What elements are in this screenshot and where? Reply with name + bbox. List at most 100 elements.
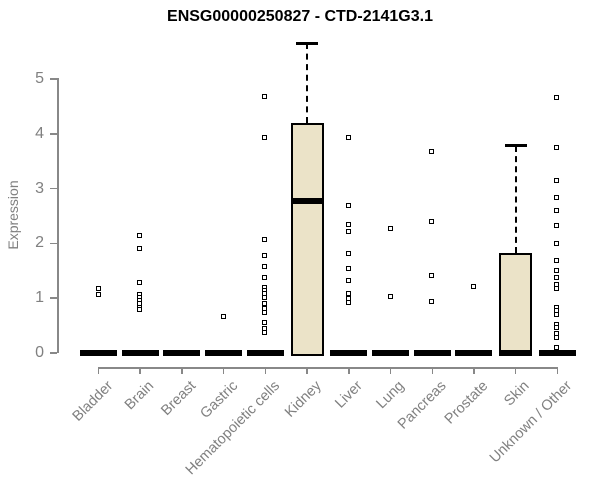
- outlier-point: [137, 279, 143, 285]
- collapsed-box-bar: [455, 350, 493, 356]
- outlier-point: [345, 229, 351, 235]
- x-axis-tick: [556, 367, 559, 374]
- outlier-point: [470, 284, 476, 290]
- outlier-point: [554, 95, 560, 101]
- outlier-point: [262, 275, 268, 281]
- outlier-point: [554, 344, 560, 350]
- outlier-point: [429, 219, 435, 225]
- y-axis-line: [57, 78, 59, 353]
- outlier-point: [554, 267, 560, 273]
- outlier-point: [137, 246, 143, 252]
- x-tick-label: Breast: [158, 378, 200, 419]
- y-tick-label: 3: [35, 179, 44, 197]
- x-tick-label: Prostate: [441, 378, 492, 428]
- outlier-point: [387, 294, 393, 300]
- whisker-line: [306, 43, 309, 123]
- outlier-point: [554, 177, 560, 183]
- y-tick-label: 1: [35, 289, 44, 307]
- x-axis-tick: [222, 367, 225, 374]
- y-axis-tick: [50, 78, 57, 80]
- x-tick-label: Bladder: [69, 378, 116, 425]
- outlier-point: [554, 311, 560, 317]
- x-axis-tick: [181, 367, 183, 374]
- outlier-point: [554, 335, 560, 341]
- collapsed-box-bar: [163, 350, 201, 356]
- outlier-point: [345, 134, 351, 140]
- outlier-point: [220, 313, 226, 319]
- y-tick-label: 0: [35, 344, 44, 361]
- whisker-cap: [296, 41, 319, 45]
- whisker-line: [514, 145, 517, 254]
- outlier-point: [345, 299, 351, 305]
- outlier-point: [262, 309, 268, 315]
- outlier-point: [262, 263, 268, 269]
- collapsed-box-bar: [413, 350, 451, 356]
- outlier-point: [554, 275, 560, 281]
- outlier-point: [262, 319, 268, 325]
- x-tick-label: Brain: [122, 378, 158, 414]
- outlier-point: [95, 292, 101, 298]
- y-axis-tick: [50, 133, 57, 135]
- x-axis-tick: [514, 367, 517, 374]
- x-axis-tick: [97, 367, 100, 374]
- outlier-point: [554, 222, 560, 228]
- outlier-point: [554, 257, 560, 263]
- collapsed-box-bar: [121, 350, 159, 356]
- outlier-point: [554, 195, 560, 201]
- x-tick-label: Kidney: [281, 378, 325, 421]
- outlier-point: [429, 272, 435, 278]
- y-tick-label: 5: [35, 70, 44, 87]
- outlier-point: [262, 253, 268, 258]
- y-axis-tick: [50, 297, 57, 299]
- collapsed-box-bar: [538, 350, 576, 356]
- outlier-point: [345, 278, 351, 284]
- x-axis-tick: [348, 367, 350, 374]
- outlier-point: [262, 135, 268, 141]
- outlier-point: [345, 251, 351, 257]
- outlier-point: [262, 236, 268, 242]
- collapsed-box-bar: [372, 350, 410, 356]
- outlier-point: [554, 285, 560, 291]
- x-axis-tick: [306, 367, 308, 374]
- outlier-point: [429, 299, 435, 305]
- x-axis-tick: [264, 367, 267, 374]
- x-axis-line: [98, 367, 559, 369]
- x-axis-tick: [473, 367, 475, 374]
- outlier-point: [387, 226, 393, 232]
- median-line: [499, 350, 533, 356]
- outlier-point: [345, 203, 351, 209]
- outlier-point: [429, 148, 435, 154]
- outlier-point: [345, 222, 351, 228]
- outlier-point: [137, 307, 143, 313]
- box: [290, 122, 324, 356]
- chart-title: ENSG00000250827 - CTD-2141G3.1: [167, 8, 433, 25]
- outlier-point: [554, 240, 560, 246]
- box: [499, 253, 533, 356]
- outlier-point: [95, 285, 101, 291]
- outlier-point: [345, 266, 351, 272]
- outlier-point: [554, 144, 560, 150]
- y-tick-label: 2: [35, 234, 44, 252]
- x-tick-label: Skin: [501, 378, 534, 410]
- y-axis-label: Expression: [5, 180, 21, 250]
- x-axis-tick: [431, 367, 433, 374]
- outlier-point: [137, 233, 143, 239]
- x-axis-tick: [139, 367, 141, 374]
- x-axis-tick: [389, 367, 392, 374]
- collapsed-box-bar: [80, 350, 117, 356]
- x-tick-label: Liver: [332, 378, 367, 412]
- x-tick-label: Lung: [373, 378, 408, 413]
- outlier-point: [554, 208, 560, 214]
- collapsed-box-bar: [330, 350, 368, 356]
- collapsed-box-bar: [246, 350, 284, 356]
- outlier-point: [554, 325, 560, 331]
- y-axis-tick: [50, 352, 57, 354]
- outlier-point: [262, 330, 268, 336]
- outlier-point: [262, 94, 268, 100]
- median-line: [290, 198, 324, 205]
- whisker-cap: [504, 144, 527, 148]
- outlier-point: [262, 294, 268, 300]
- y-axis-tick: [50, 187, 57, 190]
- y-axis-tick: [50, 242, 57, 245]
